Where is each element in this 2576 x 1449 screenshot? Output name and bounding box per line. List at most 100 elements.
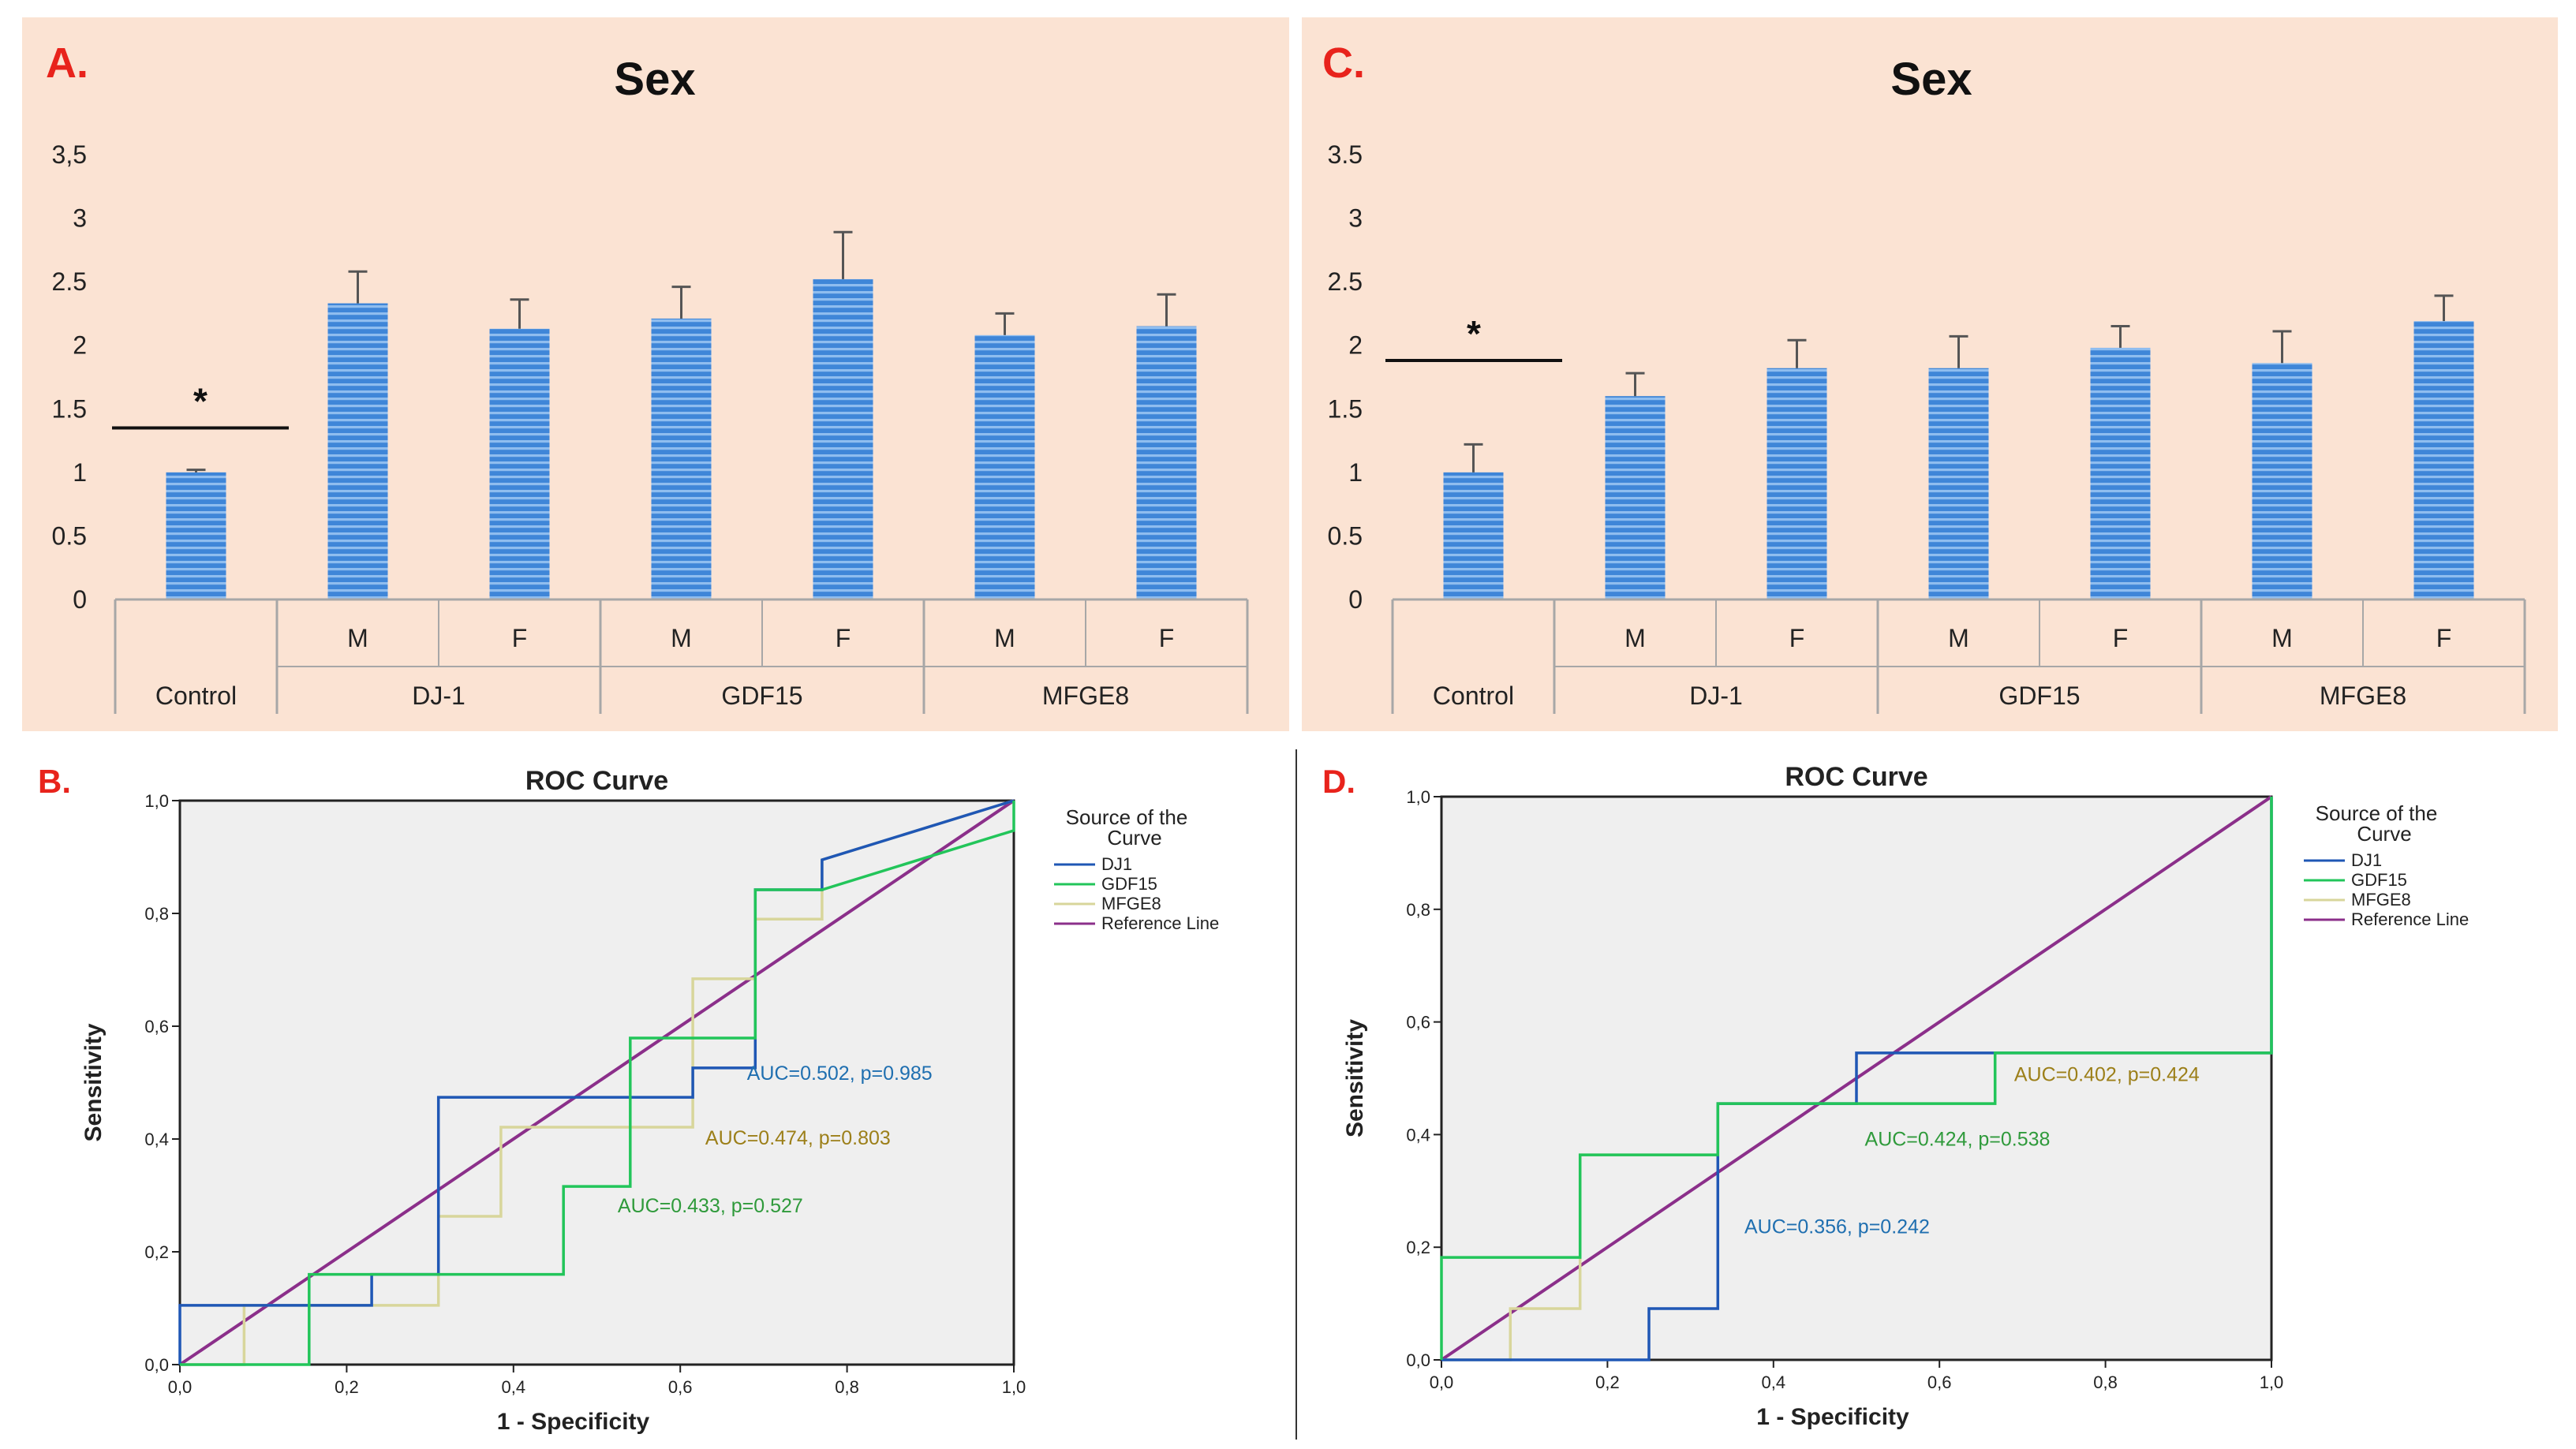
chart-c-sub-label: M [1948,624,1969,652]
bar-chart-a: Sex 0 0.5 1 1.5 2 2.5 3 3,5 M F M F M F Control DJ-1 GDF1… [52,54,1249,714]
chart-c-bar [1928,368,1989,599]
chart-a-sub-label: M [347,624,368,652]
panel-b-label: B. [38,763,71,800]
chart-b-x-tick: 0,8 [835,1377,859,1397]
chart-d-series-gdf15 [1440,797,2273,1360]
chart-c-group-label: GDF15 [1998,682,2080,710]
chart-a-group-label: GDF15 [721,682,802,710]
panel-c-label: C. [1322,39,1365,87]
chart-d-x-tick: 0,6 [1927,1372,1952,1392]
chart-d-legend-item-mfge8: MFGE8 [2351,890,2411,909]
chart-a-bar [327,303,388,599]
chart-b-title: ROC Curve [525,766,668,796]
chart-b-legend-item-gdf15: GDF15 [1101,874,1157,894]
chart-b-auc-label-gdf15: AUC=0.433, p=0.527 [618,1195,803,1217]
chart-c-group-label: DJ-1 [1689,682,1743,710]
chart-d-y-label: Sensitivity [1342,1019,1368,1137]
chart-d-y-tick: 0,2 [1406,1238,1430,1257]
chart-a-group-label: MFGE8 [1042,682,1129,710]
chart-b-y-tick: 0,4 [144,1130,169,1149]
chart-a-group-label: DJ-1 [412,682,465,710]
chart-c-sub-label: F [2436,624,2452,652]
chart-c-bar [1443,472,1504,599]
chart-b-y-tick: 0,8 [144,904,169,924]
chart-b-legend-item-reference-line: Reference Line [1101,913,1219,933]
chart-d-x-tick: 0,4 [1762,1372,1786,1392]
chart-a-sub-label: M [994,624,1015,652]
chart-c-bar [1605,396,1666,599]
chart-b-auc-label-mfge8: AUC=0.474, p=0.803 [705,1127,891,1149]
chart-a-sub-label: F [512,624,528,652]
chart-b-series-gdf15 [180,801,1015,1366]
chart-d-auc-label-mfge8: AUC=0.402, p=0.424 [2014,1064,2200,1086]
chart-c-sub-label: M [2271,624,2293,652]
chart-a-y-tick: 0 [73,585,87,614]
chart-b-legend-item-mfge8: MFGE8 [1101,894,1161,913]
chart-b-y-tick: 0,2 [144,1242,169,1262]
chart-c-sub-label: F [1789,624,1805,652]
chart-d-y-tick: 1,0 [1406,787,1430,807]
chart-a-bar [489,328,550,599]
chart-a-bar [1136,326,1197,599]
chart-c-y-tick: 2.5 [1328,267,1363,296]
chart-b-y-label: Sensitivity [80,1023,107,1141]
chart-d-x-tick: 0,2 [1595,1372,1620,1392]
chart-d-legend-title: Curve [2357,822,2411,846]
chart-d-auc-label-gdf15: AUC=0.424, p=0.538 [1865,1129,2051,1151]
chart-a-group-label: Control [155,682,237,710]
chart-c-title: Sex [1890,54,1972,105]
chart-c-bar [1767,368,1827,599]
chart-d-legend-item-gdf15: GDF15 [2351,870,2407,890]
chart-a-bar [166,472,226,599]
chart-a-y-tick: 1 [73,458,87,487]
chart-d-x-tick: 1,0 [2260,1372,2284,1392]
roc-chart-b: ROC Curve 0,00,0 0,2 0,2 0,4 0,4 0,6 0,6 0,8 0,8 1… [80,766,1219,1435]
chart-a-bar [651,318,712,599]
chart-b-y-tick: 1,0 [144,791,169,811]
chart-a-sub-label: M [671,624,692,652]
chart-b-legend-title: Curve [1107,826,1161,850]
chart-a-bar [813,278,873,599]
chart-c-group-label: MFGE8 [2320,682,2406,710]
chart-a-y-tick: 2 [73,331,87,360]
chart-c-bar [2252,363,2312,599]
chart-a-sub-label: F [1159,624,1175,652]
chart-a-significance-star: * [193,380,208,421]
bar-chart-c: Sex 0 0.5 1 1.5 2 2.5 3 3.5 M F M F M F Control DJ-1 GDF1… [1328,54,2526,714]
chart-a-y-tick: 2.5 [52,267,87,296]
chart-d-y-tick: 0,6 [1406,1013,1430,1033]
chart-c-bar [2413,321,2474,599]
chart-c-y-tick: 1 [1348,458,1363,487]
panel-a-label: A. [46,39,88,87]
chart-a-y-tick: 3 [73,204,87,233]
chart-d-auc-label-dj1: AUC=0.356, p=0.242 [1744,1216,1930,1238]
panel-d-label: D. [1322,763,1355,800]
chart-b-legend-item-dj1: DJ1 [1101,854,1132,874]
chart-b-series-reference-line [178,799,1015,1366]
chart-d-legend-title: Source of the [2316,801,2438,825]
chart-b-y-tick: 0,6 [144,1017,169,1036]
chart-c-y-tick: 3.5 [1328,140,1363,169]
roc-chart-d: ROC Curve 0,00,0 0,2 0,2 0,4 0,4 0,6 0,6 0,8 0,8 1… [1342,762,2469,1430]
chart-a-title: Sex [614,54,695,105]
chart-d-y-tick: 0,8 [1406,900,1430,920]
chart-c-significance-star: * [1467,313,1481,354]
chart-b-legend-title: Source of the [1066,805,1188,829]
chart-a-y-tick: 0.5 [52,521,87,550]
chart-a-y-tick: 3,5 [52,140,87,169]
chart-b-x-tick: 0,2 [335,1377,359,1397]
chart-b-x-tick: 1,0 [1002,1377,1026,1397]
chart-d-x-tick: 0,8 [2093,1372,2118,1392]
chart-c-sub-label: F [2113,624,2129,652]
chart-a-y-tick: 1.5 [52,394,87,423]
chart-c-y-tick: 0 [1348,585,1363,614]
chart-d-x-label: 1 - Specificity [1756,1404,1909,1430]
chart-d-y-tick: 0,4 [1406,1125,1430,1145]
chart-d-legend-item-reference-line: Reference Line [2351,909,2469,929]
chart-b-x-tick: 0,6 [668,1377,693,1397]
chart-a-bar [974,334,1035,599]
chart-d-x-tick: 0,0 [1430,1372,1454,1392]
chart-c-y-tick: 1.5 [1328,394,1363,423]
chart-b-x-tick: 0,0 [168,1377,193,1397]
